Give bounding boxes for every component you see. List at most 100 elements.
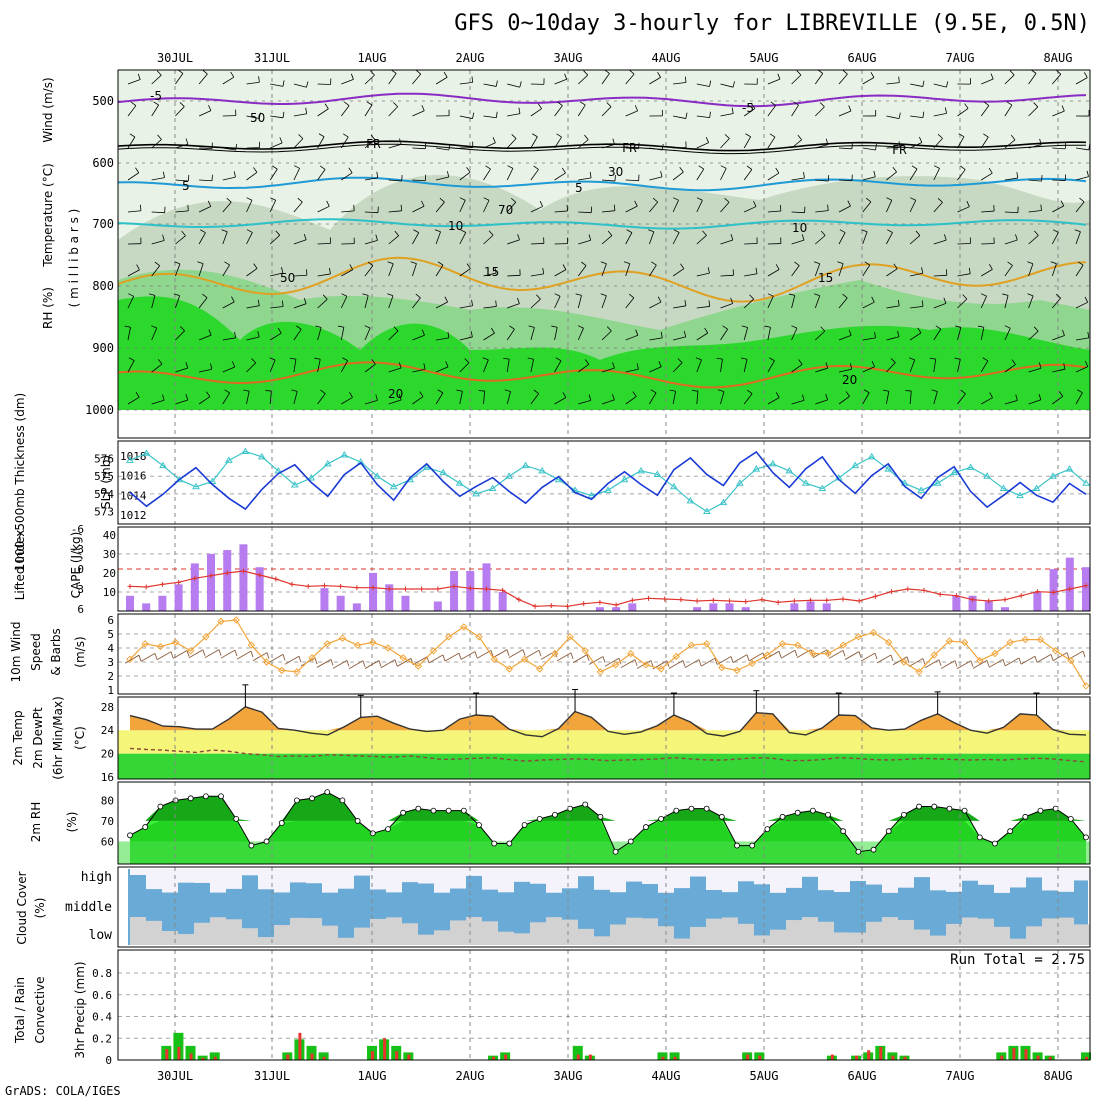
wind-barb-10m-flag <box>522 649 526 656</box>
cloud-low-block <box>466 917 482 945</box>
wind-barb-10m <box>700 657 716 667</box>
precip-total-bar <box>318 1052 329 1060</box>
thickness-marker <box>999 484 1008 492</box>
wind-barb <box>957 273 971 277</box>
wind-barb-flag <box>1010 134 1016 141</box>
wind-barb-flag <box>282 111 285 118</box>
wind-barb <box>507 113 521 117</box>
wind-barb <box>530 243 544 245</box>
wind-barb-flag <box>1016 172 1019 179</box>
panel-frame <box>117 949 1091 1061</box>
wind-barb <box>293 329 302 341</box>
wind-barb <box>269 168 278 181</box>
rh-marker <box>779 813 786 820</box>
wind-barb-flag <box>202 69 208 75</box>
wind-barb-flag <box>577 325 584 329</box>
wind-barb-flag <box>623 261 630 265</box>
cape-bar <box>352 603 361 611</box>
wind-barb <box>341 79 354 85</box>
wind-barb <box>578 363 590 373</box>
rh-marker <box>339 797 346 804</box>
wind-barb <box>672 200 679 213</box>
wind-barb-flag <box>842 293 848 299</box>
wind-barb-flag <box>483 197 490 201</box>
wind-barb-flag <box>983 101 990 106</box>
wind-barb-flag <box>893 263 898 270</box>
slp-line <box>129 450 1087 511</box>
wind-barb <box>198 334 212 341</box>
wind-barb-flag <box>677 358 683 363</box>
wind-speed-marker <box>945 637 954 645</box>
li-marker <box>176 579 182 585</box>
temp-band <box>118 730 1090 754</box>
wind-barb-10m <box>556 652 572 662</box>
panel-frame <box>117 696 1091 780</box>
wind-barb-flag <box>813 293 820 297</box>
wind-barb-flag <box>1056 69 1062 75</box>
wind-speed-marker <box>384 644 392 652</box>
li-marker <box>338 583 344 589</box>
thickness-marker <box>340 451 349 458</box>
wind-barb <box>340 327 345 341</box>
li-marker <box>467 585 473 591</box>
wind-barb-flag <box>315 325 322 328</box>
wind-barb-10m <box>844 651 860 660</box>
li-marker <box>419 586 425 592</box>
wind-barb-flag <box>874 331 876 338</box>
wind-barb <box>601 367 615 373</box>
cloud-low-block <box>514 933 530 945</box>
wind-barb-10m <box>236 650 252 660</box>
wind-barb-10m-flag <box>1002 659 1006 666</box>
thickness-marker <box>225 456 233 463</box>
wind-barb <box>483 142 496 149</box>
cloud-high-gap <box>882 869 898 893</box>
cloud-low-block <box>962 917 978 945</box>
wind-barb <box>270 142 283 149</box>
rh-marker <box>445 807 452 814</box>
wind-barb <box>270 115 284 119</box>
wind-barb <box>483 272 497 277</box>
wind-barb <box>246 232 253 245</box>
rh-marker <box>233 815 240 822</box>
thickness-marker <box>801 479 810 486</box>
wind-barb <box>720 274 734 277</box>
wind-barb-flag <box>353 204 355 211</box>
wind-barb <box>862 147 876 151</box>
precip-convective-bar <box>1024 1049 1028 1060</box>
wind-barb <box>601 295 607 309</box>
wind-barb-flag <box>137 73 141 80</box>
wind-barb-flag <box>329 267 331 274</box>
wind-barb-flag <box>507 165 514 169</box>
wind-barb-flag <box>439 197 445 203</box>
precip-convective-bar <box>867 1050 871 1060</box>
wind-barb <box>1004 239 1018 245</box>
wind-barb-flag <box>224 261 230 266</box>
wind-barb <box>767 210 781 213</box>
precip-convective-bar <box>588 1054 592 1060</box>
wind-barb-flag <box>533 389 539 394</box>
wind-barb <box>293 113 307 117</box>
wind-barb-flag <box>554 293 561 297</box>
cloud-low-block <box>786 920 802 945</box>
wind-speed-marker <box>536 665 544 673</box>
wind-speed-marker <box>475 633 483 641</box>
wind-barb <box>270 306 284 309</box>
wind-barb <box>601 263 607 277</box>
wind-barb <box>909 391 912 405</box>
wind-barb-10m <box>428 654 444 664</box>
cloud-low-block <box>770 929 786 945</box>
wind-barb <box>1028 295 1034 309</box>
wind-speed-marker <box>960 638 969 647</box>
wind-barb-10m <box>524 649 540 659</box>
wind-barb-10m <box>268 654 284 663</box>
wind-barb <box>246 336 260 341</box>
wind-speed-marker <box>809 649 817 658</box>
rh-marker <box>476 822 482 828</box>
cloud-high-gap <box>626 869 642 882</box>
wind-barb-flag <box>224 389 230 394</box>
label-precip-axis: 3hr Precip (mm) <box>73 961 87 1058</box>
wind-barb-flag <box>277 327 282 334</box>
wind-barb-10m-flag <box>586 654 590 661</box>
li-marker <box>694 598 700 604</box>
